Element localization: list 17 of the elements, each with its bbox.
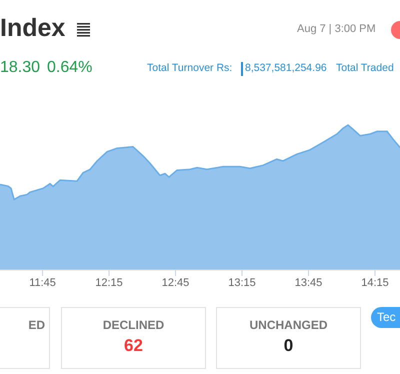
x-tick-label: 11:45 (29, 276, 56, 289)
text: Total Turnover Rs: (147, 62, 232, 74)
x-tick-label: 13:45 (294, 276, 322, 289)
text: Tec (371, 307, 400, 328)
x-tick-label: 13:15 (228, 276, 256, 289)
x-tick-label: 12:45 (162, 276, 190, 289)
x-tick-label: 14:15 (361, 276, 389, 289)
stat-card: ED (0, 307, 50, 369)
text: 18.30 (0, 59, 40, 77)
x-tick-label: 12:15 (95, 276, 123, 289)
stat-card: DECLINED 62 (61, 307, 206, 369)
text: 0.64% (47, 59, 92, 77)
stat-card: UNCHANGED 0 (216, 307, 361, 369)
chart-title: Index (0, 14, 66, 43)
text: Aug 7 | 3:00 PM (297, 23, 376, 35)
text: 8,537,581,254.96 (245, 62, 327, 74)
text: Total Traded (336, 62, 394, 74)
